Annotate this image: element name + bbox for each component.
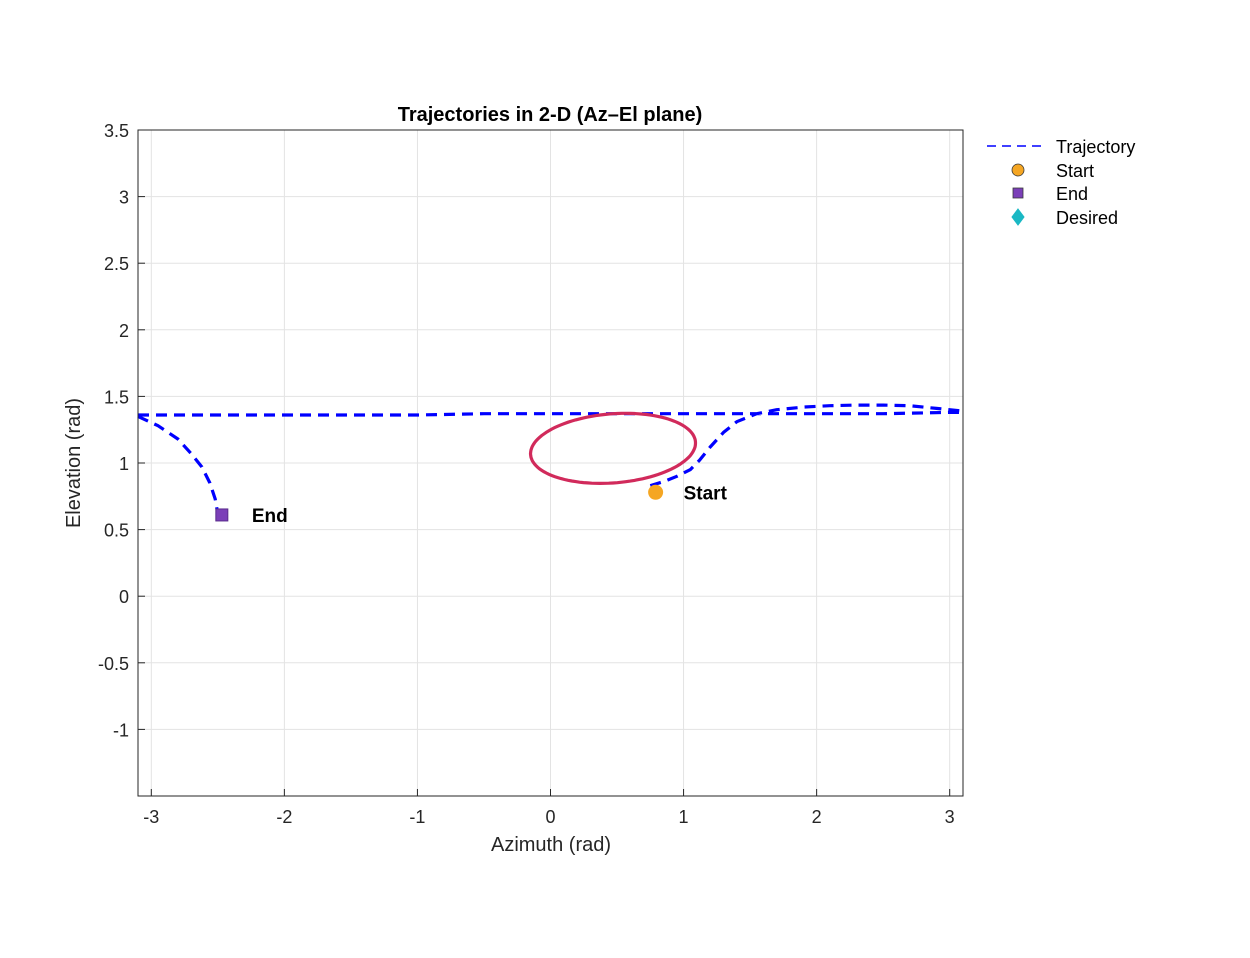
end-annotation: End	[252, 506, 288, 527]
y-tick-label: 0.5	[104, 521, 129, 541]
y-axis-label: Elevation (rad)	[63, 398, 85, 528]
end-marker	[215, 508, 229, 522]
legend-end-label: End	[1056, 184, 1088, 204]
y-tick-label: 0	[119, 587, 129, 607]
x-tick-label: -2	[276, 807, 292, 827]
x-tick-label: -1	[409, 807, 425, 827]
y-tick-label: 1.5	[104, 387, 129, 407]
y-tick-label: -0.5	[98, 654, 129, 674]
legend-trajectory-label: Trajectory	[1056, 137, 1135, 157]
start-marker	[648, 484, 664, 500]
y-tick-label: 2	[119, 321, 129, 341]
x-tick-label: 3	[945, 807, 955, 827]
x-tick-label: 1	[679, 807, 689, 827]
legend-desired-label: Desired	[1056, 208, 1118, 228]
y-tick-label: 3.5	[104, 121, 129, 141]
x-tick-label: 0	[545, 807, 555, 827]
legend-desired-swatch	[1011, 208, 1025, 226]
loop-line	[528, 411, 698, 486]
legend: Trajectory Start End Desired	[987, 137, 1135, 228]
y-tick-label: -1	[113, 720, 129, 740]
x-axis-label: Azimuth (rad)	[491, 834, 611, 856]
y-tick-label: 1	[119, 454, 129, 474]
x-tick-label: -3	[143, 807, 159, 827]
y-tick-label: 3	[119, 188, 129, 208]
x-tick-label: 2	[812, 807, 822, 827]
grid	[138, 129, 963, 796]
legend-start-label: Start	[1056, 161, 1094, 181]
chart-title: Trajectories in 2-D (Az–El plane)	[398, 104, 703, 126]
trajectory-line	[137, 403, 964, 514]
y-ticks: -1 -0.5 0 0.5 1 1.5 2 2.5 3 3.5	[98, 121, 145, 740]
x-ticks: -3 -2 -1 0 1 2 3	[143, 789, 955, 827]
legend-end-swatch	[1012, 187, 1024, 199]
y-tick-label: 2.5	[104, 254, 129, 274]
legend-start-swatch	[1011, 163, 1025, 177]
start-annotation: Start	[684, 483, 728, 504]
plot-area	[137, 403, 964, 522]
